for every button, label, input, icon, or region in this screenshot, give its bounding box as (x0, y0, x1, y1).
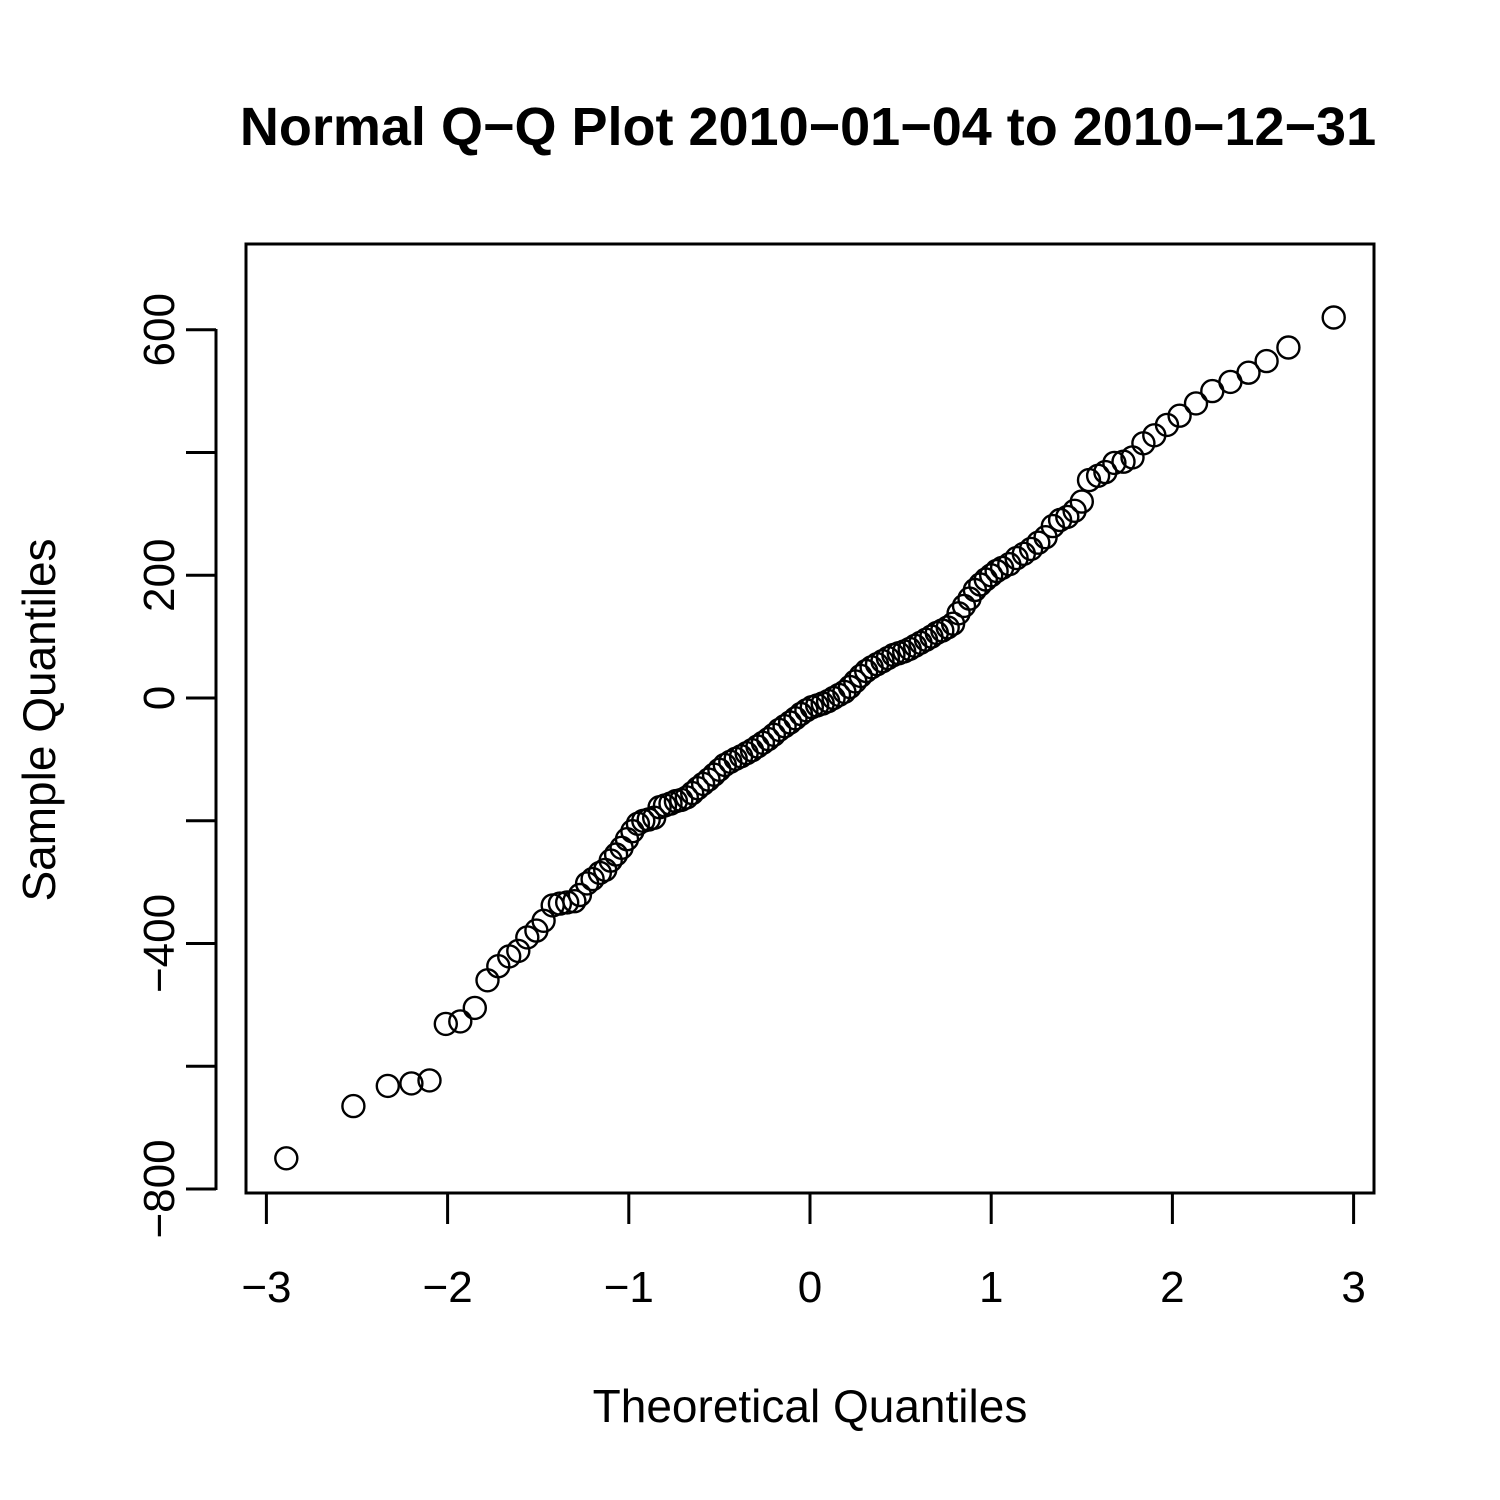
data-point (506, 938, 531, 964)
data-point (1183, 391, 1209, 416)
x-tick-label: 2 (1160, 1263, 1184, 1312)
data-point (1236, 360, 1261, 385)
data-point (567, 882, 593, 908)
data-point (1321, 305, 1346, 330)
x-tick-label: −3 (241, 1263, 291, 1312)
y-tick-label: 0 (135, 686, 184, 710)
data-point (1069, 489, 1095, 514)
data-point (448, 1009, 473, 1034)
y-tick-label: −800 (135, 1139, 184, 1238)
data-point (462, 995, 487, 1021)
data-point (1102, 450, 1127, 476)
data-point (375, 1073, 400, 1099)
data-point (1011, 541, 1036, 566)
y-tick-label: 200 (135, 539, 184, 612)
data-point (475, 968, 500, 993)
data-point (1254, 348, 1279, 374)
chart-title: Normal Q−Q Plot 2010−01−04 to 2010−12−31 (240, 97, 1376, 157)
data-point (580, 866, 605, 892)
data-point (984, 558, 1009, 584)
data-point (1026, 530, 1051, 555)
x-tick-label: 1 (979, 1263, 1003, 1312)
x-tick-label: 0 (798, 1263, 822, 1312)
data-point (547, 891, 573, 916)
data-point (562, 889, 587, 914)
x-axis-label: Theoretical Quantiles (593, 1380, 1028, 1432)
data-point (399, 1071, 424, 1096)
data-point (417, 1068, 442, 1093)
data-point (1055, 504, 1080, 530)
x-axis-ticks: −3 −2 −1 0 1 2 3 (241, 1193, 1366, 1312)
data-point (625, 811, 651, 836)
y-tick-label: 600 (135, 293, 184, 366)
x-tick-label: 3 (1341, 1263, 1365, 1312)
data-point (274, 1146, 299, 1171)
data-point (603, 842, 629, 867)
data-point (1018, 536, 1044, 562)
x-tick-label: −2 (423, 1263, 473, 1312)
data-point (1154, 412, 1180, 438)
x-tick-label: −1 (604, 1263, 654, 1312)
data-point (997, 552, 1022, 577)
data-point (794, 698, 819, 723)
y-axis-ticks: −800 −400 0 200 600 (135, 293, 216, 1239)
y-tick-label: −400 (135, 894, 184, 993)
data-point (1276, 335, 1301, 360)
data-point (1093, 459, 1118, 485)
data-point (1167, 403, 1192, 428)
data-points (274, 305, 1346, 1171)
data-point (875, 645, 901, 671)
data-point (433, 1011, 458, 1037)
data-point (341, 1093, 366, 1119)
data-point (951, 593, 977, 619)
y-axis-label: Sample Quantiles (13, 538, 65, 901)
